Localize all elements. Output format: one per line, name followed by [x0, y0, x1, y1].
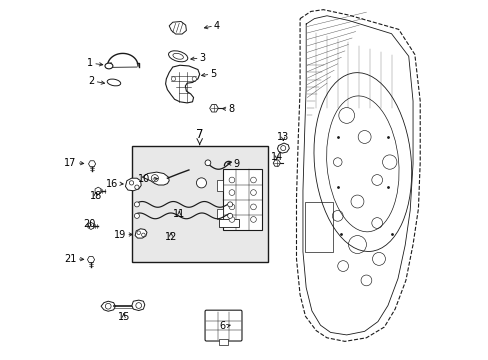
Bar — [219, 220, 239, 227]
Circle shape — [105, 303, 111, 309]
Text: 15: 15 — [117, 312, 130, 322]
Text: 4: 4 — [214, 21, 220, 31]
Polygon shape — [132, 300, 144, 311]
Circle shape — [171, 77, 175, 81]
Polygon shape — [277, 143, 289, 153]
Text: 8: 8 — [228, 104, 234, 114]
Circle shape — [129, 181, 133, 185]
Text: 14: 14 — [270, 152, 283, 162]
Bar — [219, 339, 227, 345]
Text: 1: 1 — [87, 58, 93, 68]
Text: 20: 20 — [83, 219, 96, 229]
Text: 7: 7 — [196, 128, 203, 141]
Circle shape — [196, 178, 206, 188]
Text: 19: 19 — [114, 230, 126, 239]
Text: 12: 12 — [164, 232, 177, 242]
Circle shape — [250, 217, 256, 222]
Polygon shape — [95, 187, 101, 194]
Circle shape — [250, 177, 256, 183]
Circle shape — [227, 202, 232, 207]
Polygon shape — [88, 222, 94, 229]
Circle shape — [227, 213, 232, 219]
FancyBboxPatch shape — [204, 310, 242, 341]
Polygon shape — [169, 22, 186, 34]
Circle shape — [228, 177, 234, 183]
Polygon shape — [273, 160, 280, 166]
Text: 13: 13 — [277, 132, 289, 142]
Circle shape — [250, 190, 256, 195]
Polygon shape — [87, 257, 94, 263]
Polygon shape — [165, 65, 199, 103]
Circle shape — [192, 77, 196, 81]
Polygon shape — [135, 229, 147, 238]
Text: 2: 2 — [88, 76, 94, 86]
Text: 17: 17 — [64, 158, 77, 168]
Circle shape — [134, 202, 139, 207]
Ellipse shape — [107, 79, 121, 86]
Polygon shape — [142, 172, 169, 185]
Circle shape — [280, 145, 285, 150]
Circle shape — [228, 204, 234, 210]
Circle shape — [135, 185, 139, 189]
Polygon shape — [209, 104, 218, 112]
Text: 5: 5 — [210, 69, 216, 79]
Text: 10: 10 — [138, 174, 150, 184]
Circle shape — [228, 190, 234, 195]
Circle shape — [142, 233, 145, 237]
Text: 3: 3 — [199, 53, 205, 63]
Bar — [223, 169, 262, 230]
Polygon shape — [88, 161, 96, 167]
Polygon shape — [125, 178, 141, 191]
Bar — [216, 209, 223, 220]
Text: 16: 16 — [106, 179, 118, 189]
Text: 9: 9 — [233, 159, 239, 169]
Circle shape — [134, 213, 139, 219]
Circle shape — [151, 175, 158, 182]
Bar — [304, 202, 333, 252]
Circle shape — [137, 231, 140, 234]
Circle shape — [136, 303, 142, 309]
Bar — [216, 180, 223, 191]
Text: 11: 11 — [173, 209, 185, 219]
Circle shape — [204, 160, 210, 166]
Ellipse shape — [105, 63, 113, 69]
Ellipse shape — [168, 51, 187, 62]
Polygon shape — [101, 301, 115, 311]
Text: 18: 18 — [89, 191, 102, 201]
Circle shape — [250, 204, 256, 210]
Text: 21: 21 — [64, 254, 77, 264]
Text: 6: 6 — [219, 321, 225, 331]
Circle shape — [228, 217, 234, 222]
Ellipse shape — [173, 53, 183, 59]
Bar — [131, 146, 267, 262]
